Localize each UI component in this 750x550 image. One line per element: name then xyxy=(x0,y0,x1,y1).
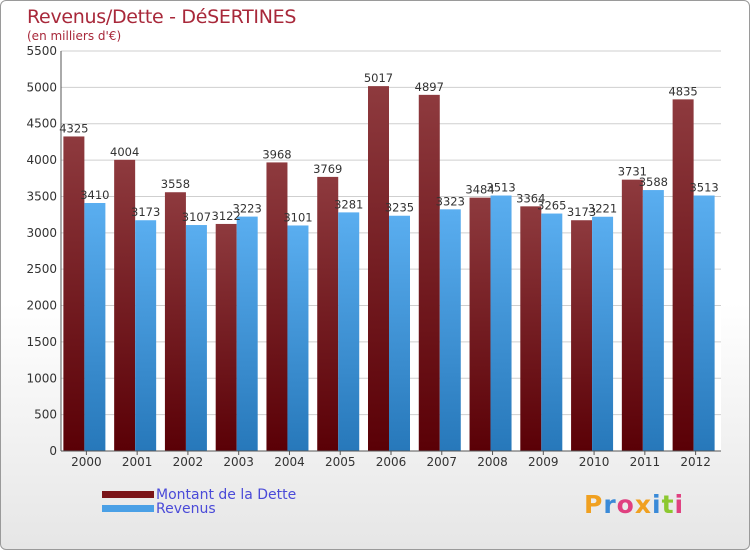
x-tick-label: 2007 xyxy=(426,455,457,469)
data-label: 3410 xyxy=(80,188,109,202)
x-tick-label: 2010 xyxy=(579,455,610,469)
x-tick-label: 2001 xyxy=(122,455,153,469)
logo-letter: o xyxy=(616,490,635,519)
bar-revenus xyxy=(338,212,360,451)
y-tick-label: 2000 xyxy=(26,299,57,313)
logo-letter: P xyxy=(584,490,604,519)
logo-letter: x xyxy=(634,490,652,519)
y-tick-label: 4500 xyxy=(26,117,57,131)
data-label: 3235 xyxy=(385,201,414,215)
bar-revenus xyxy=(135,220,157,451)
x-tick-label: 2008 xyxy=(477,455,508,469)
data-label: 4004 xyxy=(110,145,139,159)
x-tick-label: 2004 xyxy=(274,455,305,469)
legend-swatch-revenus xyxy=(102,505,154,512)
legend-swatch-dette xyxy=(102,491,154,498)
y-tick-label: 1500 xyxy=(26,335,57,349)
bar-revenus xyxy=(287,225,309,451)
data-label: 3731 xyxy=(618,165,647,179)
bar-dette xyxy=(317,176,339,451)
bar-dette xyxy=(63,136,85,452)
bar-revenus xyxy=(185,225,207,451)
data-label: 3221 xyxy=(588,202,617,216)
data-label: 3513 xyxy=(486,181,515,195)
bar-revenus xyxy=(592,216,614,451)
bar-dette xyxy=(520,206,542,451)
y-tick-label: 2500 xyxy=(26,262,57,276)
data-label: 3173 xyxy=(567,205,596,219)
chart-subtitle: (en milliers d'€) xyxy=(27,29,122,43)
data-label: 3364 xyxy=(516,191,545,205)
y-tick-label: 5500 xyxy=(26,44,57,58)
data-label: 3265 xyxy=(537,199,566,213)
x-tick-label: 2012 xyxy=(680,455,711,469)
bar-revenus xyxy=(541,213,563,451)
bar-dette xyxy=(215,223,237,451)
x-tick-label: 2005 xyxy=(325,455,356,469)
data-label: 3122 xyxy=(212,209,241,223)
data-label: 5017 xyxy=(364,71,393,85)
bar-dette xyxy=(266,162,288,451)
logo-letter: t xyxy=(661,490,675,519)
bar-revenus xyxy=(439,209,461,451)
x-tick-label: 2006 xyxy=(376,455,407,469)
bar-revenus xyxy=(642,190,664,451)
data-label: 3173 xyxy=(131,205,160,219)
y-tick-label: 1000 xyxy=(26,371,57,385)
logo-letter: i xyxy=(652,490,662,519)
bar-dette xyxy=(114,159,136,452)
x-tick-label: 2002 xyxy=(173,455,204,469)
y-tick-label: 5000 xyxy=(26,80,57,94)
bar-dette xyxy=(368,86,389,452)
bar-dette xyxy=(571,220,593,451)
y-tick-label: 0 xyxy=(49,444,57,458)
data-label: 3484 xyxy=(465,183,494,197)
x-tick-label: 2000 xyxy=(71,455,102,469)
y-tick-label: 3500 xyxy=(26,189,57,203)
x-tick-label: 2003 xyxy=(223,455,254,469)
data-label: 3281 xyxy=(334,197,363,211)
y-tick-label: 4000 xyxy=(26,153,57,167)
data-label: 3558 xyxy=(161,177,190,191)
bar-revenus xyxy=(84,203,106,451)
bar-dette xyxy=(672,99,694,451)
bar-revenus xyxy=(236,216,258,451)
data-label: 3968 xyxy=(262,147,291,161)
data-label: 3588 xyxy=(639,175,668,189)
data-label: 3769 xyxy=(313,162,342,176)
chart-title: Revenus/Dette - DéSERTINES xyxy=(27,6,297,28)
y-tick-label: 3000 xyxy=(26,226,57,240)
x-tick-label: 2009 xyxy=(528,455,559,469)
legend-label-dette: Montant de la Dette xyxy=(156,487,297,503)
y-tick-label: 500 xyxy=(34,408,57,422)
data-label: 3513 xyxy=(689,181,718,195)
bar-dette xyxy=(469,197,491,451)
logo-letter: r xyxy=(603,490,617,519)
data-label: 4897 xyxy=(415,80,444,94)
data-label: 3223 xyxy=(233,202,262,216)
bar-revenus xyxy=(389,215,410,451)
x-tick-label: 2011 xyxy=(630,455,661,469)
logo-letter: i xyxy=(674,490,685,519)
proxiti-logo: Proxiti xyxy=(584,490,684,519)
data-label: 3323 xyxy=(436,194,465,208)
data-label: 3101 xyxy=(283,210,312,224)
bar-revenus xyxy=(490,195,512,451)
data-label: 4325 xyxy=(59,121,88,135)
bar-dette xyxy=(621,179,643,451)
legend-label-revenus: Revenus xyxy=(156,501,216,517)
bar-dette xyxy=(418,94,440,451)
data-label: 4835 xyxy=(668,84,697,98)
bar-dette xyxy=(164,192,186,451)
data-label: 3107 xyxy=(182,210,211,224)
bar-revenus xyxy=(693,195,715,451)
